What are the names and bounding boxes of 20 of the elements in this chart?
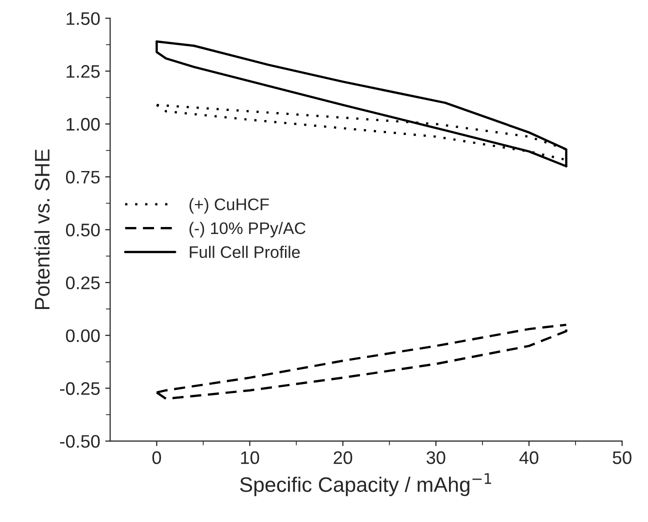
y-tick-label: 0.25	[66, 276, 100, 290]
y-tick-label: 1.00	[66, 118, 100, 131]
y-axis-title: Potential vs. SHE	[34, 150, 50, 310]
legend-label: Full Cell Profile	[190, 246, 300, 258]
y-tick-label: 0.75	[66, 170, 100, 184]
y-tick-label: 0.50	[66, 224, 100, 236]
legend-label: (+) CuHCF	[190, 198, 269, 214]
x-tick-label: 30	[426, 451, 446, 464]
x-tick-label: 40	[519, 451, 538, 464]
y-tick-label: 0.00	[66, 329, 100, 342]
y-tick-label: 1.25	[66, 65, 100, 78]
legend-label: (-) 10% PPy/AC	[190, 222, 306, 238]
x-tick-label: 20	[334, 451, 352, 464]
y-tick-label: 1.50	[66, 12, 100, 25]
x-tick-label: 0	[152, 451, 162, 464]
y-tick-label: -0.25	[60, 382, 100, 395]
x-tick-label: 50	[612, 451, 632, 464]
x-tick-label: 10	[241, 451, 260, 464]
y-tick-label: -0.50	[60, 435, 100, 448]
x-axis-title: Specific Capacity / mAhg$^{−1}$	[240, 473, 492, 496]
